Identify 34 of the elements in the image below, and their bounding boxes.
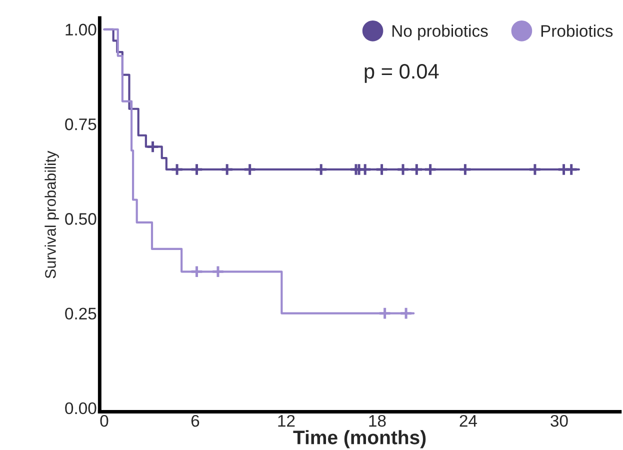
point [378,306,392,320]
y-tick-label: 0.25 [65,308,96,320]
point [243,162,256,176]
point [410,162,424,176]
legend-label: Probiotics [541,24,613,37]
point [190,162,204,176]
point [211,265,225,278]
x-tick-label: 24 [460,414,478,427]
y-tick-label: 1.00 [66,24,96,36]
y-tick-label: 0.00 [65,402,96,414]
legend-label: No probiotics [392,24,488,40]
point [528,162,542,176]
point [220,162,234,176]
point [399,306,413,320]
point [314,162,328,176]
point [424,162,437,176]
point [358,162,372,176]
x-tick-label: 30 [550,414,568,427]
x-tick-label: 18 [369,414,386,427]
point [146,140,160,154]
y-tick-label: 0.50 [65,213,96,225]
annotation: p = 0.04 [364,64,439,83]
x-tick-label: 6 [191,414,200,427]
point [396,162,410,176]
point [375,162,388,176]
y-axis-title: Survival probability [44,150,59,278]
point [458,162,472,176]
point [564,162,578,176]
x-tick-label: 12 [278,414,295,427]
y-tick-label: 0.75 [65,118,96,130]
point [190,265,204,278]
x-tick-label: 0 [100,414,108,427]
point [170,162,184,176]
x-axis-title: Time (months) [293,430,426,448]
